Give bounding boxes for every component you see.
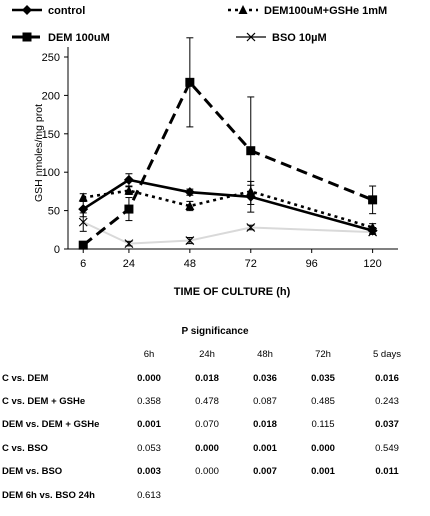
data-point [368, 195, 378, 205]
legend-label: BSO 10µM [272, 32, 327, 44]
x-marker-stroke [185, 236, 195, 245]
p-value-cell [178, 483, 236, 506]
data-point [246, 146, 256, 156]
p-value-cell: 0.011 [375, 466, 399, 478]
p-value-cell: 0.000 [311, 442, 335, 454]
table-header-row: 6h 24h 48h 72h 5 days [2, 343, 422, 366]
p-value-cell: 0.358 [137, 395, 161, 407]
series-line [82, 221, 373, 245]
data-point [124, 185, 134, 195]
p-value-cell: 0.243 [375, 395, 399, 407]
x-tick-label: 96 [306, 258, 318, 270]
p-value-cell: 0.018 [195, 372, 219, 384]
legend-marker [238, 5, 248, 14]
x-tick-label: 6 [80, 258, 86, 270]
legend-label: DEM 100uM [48, 32, 110, 44]
p-value-cell: 0.007 [253, 466, 277, 478]
column-header: 48h [257, 349, 273, 361]
column-header: 24h [199, 349, 215, 361]
p-value-cell: 0.000 [195, 442, 219, 454]
data-point [78, 240, 88, 250]
row-label: C vs. DEM + GSHe [2, 395, 86, 407]
data-point [367, 225, 378, 236]
p-value-cell: 0.035 [311, 372, 335, 384]
column-header: 5 days [373, 349, 401, 361]
gsh-line-chart: 0 50 100 150 200 250 6 24 48 72 96 120 TIME OF CULTU… [12, 5, 398, 298]
p-value-cell: 0.549 [375, 442, 399, 454]
series-line [83, 189, 373, 229]
p-value-cell: 0.001 [311, 466, 335, 478]
data-point [78, 204, 89, 215]
y-tick-label: 150 [42, 129, 60, 141]
y-tick-label: 250 [42, 52, 60, 64]
table-row: DEM 6h vs. BSO 24h 0.613 [2, 483, 422, 506]
p-value-cell: 0.613 [137, 489, 161, 501]
column-header: 6h [143, 349, 155, 361]
p-value-cell: 0.115 [311, 419, 335, 431]
p-value-cell [352, 483, 422, 506]
p-value-cell: 0.000 [195, 466, 219, 478]
legend-marker [22, 5, 32, 15]
x-marker-stroke [246, 32, 256, 42]
x-tick-label: 72 [245, 258, 257, 270]
p-value-cell: 0.000 [137, 372, 161, 384]
y-tick-label: 0 [54, 244, 60, 256]
p-value-cell [294, 483, 352, 506]
p-value-cell: 0.001 [137, 419, 161, 431]
y-tick-label: 100 [42, 167, 60, 179]
p-value-cell: 0.485 [311, 395, 335, 407]
legend-marker [246, 32, 256, 42]
table-row: C vs. DEM 0.000 0.018 0.036 0.035 0.016 [2, 366, 422, 389]
table-row: C vs. DEM + GSHe 0.358 0.478 0.087 0.485… [2, 390, 422, 413]
legend-marker [22, 32, 32, 42]
row-label: DEM vs. BSO [2, 466, 63, 478]
data-point [185, 200, 195, 210]
row-label: C vs. BSO [2, 442, 48, 454]
table-row: C vs. BSO 0.053 0.000 0.001 0.000 0.549 [2, 437, 422, 460]
data-point [124, 204, 134, 214]
y-tick-label: 50 [48, 206, 60, 218]
table-row: DEM vs. DEM + GSHe 0.001 0.070 0.018 0.1… [2, 413, 422, 436]
row-label: DEM vs. DEM + GSHe [2, 419, 100, 431]
x-marker-stroke [246, 223, 256, 232]
p-value-cell: 0.037 [375, 419, 399, 431]
x-marker-stroke [78, 217, 88, 227]
table-row: DEM vs. BSO 0.003 0.000 0.007 0.001 0.01… [2, 460, 422, 483]
header-blank [2, 343, 120, 366]
p-value-cell: 0.018 [253, 419, 277, 431]
p-value-cell: 0.053 [137, 442, 161, 454]
data-point [123, 174, 134, 185]
column-header: 72h [315, 349, 331, 361]
p-value-cell: 0.478 [195, 395, 219, 407]
data-point [78, 217, 88, 227]
data-point [185, 77, 195, 87]
p-value-cell: 0.001 [253, 442, 277, 454]
p-value-cell: 0.036 [253, 372, 277, 384]
row-label: C vs. DEM [2, 372, 49, 384]
y-axis-title: GSH nmoles/mg prot [33, 104, 45, 202]
data-point [246, 223, 256, 232]
x-tick-label: 48 [184, 258, 196, 270]
legend-label: control [48, 5, 85, 17]
data-point [78, 192, 88, 202]
data-point [184, 187, 195, 198]
p-value-cell: 0.087 [253, 395, 277, 407]
x-axis-title: TIME OF CULTURE (h) [174, 286, 291, 298]
p-value-cell: 0.070 [195, 419, 219, 431]
x-tick-label: 24 [123, 258, 135, 270]
p-value-cell: 0.003 [137, 466, 161, 478]
p-value-cell [236, 483, 294, 506]
series-line [82, 80, 374, 247]
data-point [124, 239, 134, 249]
x-marker-stroke [124, 239, 134, 249]
table-title: P significance [181, 326, 249, 337]
legend-label: DEM100uM+GSHe 1mM [264, 5, 387, 17]
p-significance-table: 6h 24h 48h 72h 5 days C vs. DEM 0.000 0.… [2, 343, 422, 507]
p-value-cell: 0.016 [375, 372, 399, 384]
row-label: DEM 6h vs. BSO 24h [2, 489, 95, 501]
data-point [185, 236, 195, 245]
y-tick-label: 200 [42, 90, 60, 102]
x-tick-label: 120 [363, 258, 381, 270]
